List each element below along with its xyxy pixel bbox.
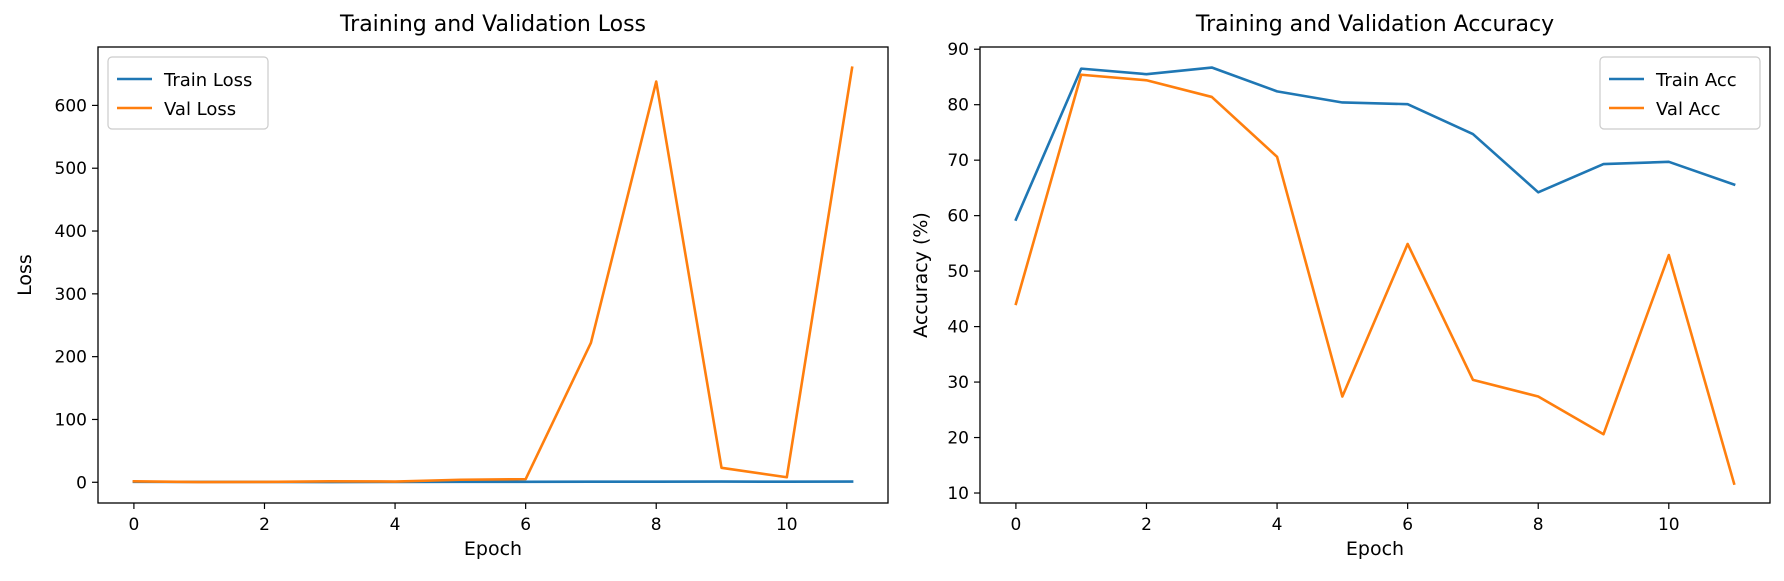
y-tick-label: 60 (947, 207, 969, 227)
plot-frame (97, 46, 889, 504)
x-tick-label: 0 (128, 515, 139, 535)
legend-box (1599, 56, 1761, 130)
x-tick-label: 2 (1141, 515, 1152, 535)
y-tick-label: 500 (55, 159, 87, 179)
x-axis-label: Epoch (464, 538, 522, 560)
x-tick-label: 4 (390, 515, 401, 535)
x-tick-label: 6 (520, 515, 531, 535)
plot-frame (979, 46, 1771, 504)
y-tick-label: 70 (947, 151, 969, 171)
legend-label: Val Loss (164, 99, 236, 120)
y-tick-label: 80 (947, 96, 969, 116)
x-tick-label: 2 (259, 515, 270, 535)
x-tick-label: 4 (1272, 515, 1283, 535)
y-tick-label: 400 (55, 222, 87, 242)
legend-label: Train Loss (163, 70, 252, 91)
x-tick-label: 10 (1658, 515, 1680, 535)
y-tick-label: 200 (55, 348, 87, 368)
y-tick-label: 90 (947, 40, 969, 60)
x-tick-label: 6 (1402, 515, 1413, 535)
y-tick-label: 0 (76, 473, 87, 493)
y-tick-label: 30 (947, 373, 969, 393)
y-tick-label: 40 (947, 318, 969, 338)
x-axis-label: Epoch (1346, 538, 1404, 560)
chart-title: Training and Validation Loss (339, 12, 646, 37)
y-axis-label: Loss (14, 254, 36, 296)
x-tick-label: 0 (1010, 515, 1021, 535)
legend-label: Train Acc (1655, 70, 1737, 91)
legend-box (107, 56, 269, 130)
y-tick-label: 50 (947, 262, 969, 282)
series-line-train-acc (1014, 66, 1736, 222)
series-line-val-acc (1014, 73, 1736, 486)
y-tick-label: 100 (55, 410, 87, 430)
y-tick-label: 300 (55, 285, 87, 305)
y-tick-label: 10 (947, 484, 969, 504)
y-axis-label: Accuracy (%) (910, 212, 932, 338)
x-tick-label: 8 (1533, 515, 1544, 535)
accuracy-chart: Training and Validation Accuracy 0 2 4 6 8 10 1… (910, 12, 1771, 560)
y-tick-label: 20 (947, 429, 969, 449)
x-tick-label: 10 (776, 515, 798, 535)
legend-label: Val Acc (1656, 99, 1720, 120)
chart-title: Training and Validation Accuracy (1195, 12, 1554, 37)
x-tick-label: 8 (651, 515, 662, 535)
series-line-val-loss (132, 66, 854, 484)
y-tick-label: 600 (55, 96, 87, 116)
